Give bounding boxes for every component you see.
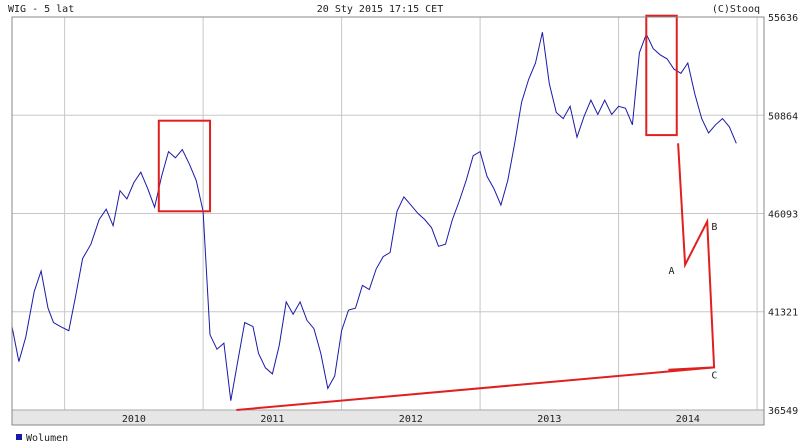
annotation-line-1: [236, 366, 715, 411]
x-tick-label-2012: 2012: [399, 414, 423, 425]
series-line-0: [11, 32, 737, 401]
series-layer: [11, 32, 737, 401]
x-tick-labels: 2010 2011 2012 2013 2014: [122, 414, 700, 425]
x-tick-label-2014: 2014: [676, 414, 700, 425]
annotation-label-C: C: [711, 370, 717, 381]
plot-frame: [11, 16, 765, 426]
legend-volume-marker: [16, 434, 22, 440]
annotation-box-0: [157, 119, 212, 213]
y-tick-labels: 36549 41321 46093 50864 55636: [768, 13, 798, 417]
chart-source: (C)Stooq: [712, 4, 760, 15]
x-tick-label-2013: 2013: [537, 414, 561, 425]
x-tick-label-2011: 2011: [260, 414, 284, 425]
y-tick-label-46093: 46093: [768, 209, 798, 220]
x-tick-label-2010: 2010: [122, 414, 146, 425]
y-tick-label-41321: 41321: [768, 308, 798, 319]
chart-timestamp: 20 Sty 2015 17:15 CET: [317, 4, 443, 15]
y-tick-label-50864: 50864: [768, 111, 798, 122]
legend-volume-label: Wolumen: [26, 433, 68, 442]
y-tick-label-55636: 55636: [768, 13, 798, 24]
chart-title: WIG - 5 lat: [8, 4, 74, 15]
annotation-label-A: A: [668, 266, 674, 277]
annotation-box-1: [645, 14, 678, 137]
annotation-label-B: B: [711, 222, 717, 233]
annotation-layer: A B C: [157, 14, 717, 411]
y-tick-label-36549: 36549: [768, 406, 798, 417]
